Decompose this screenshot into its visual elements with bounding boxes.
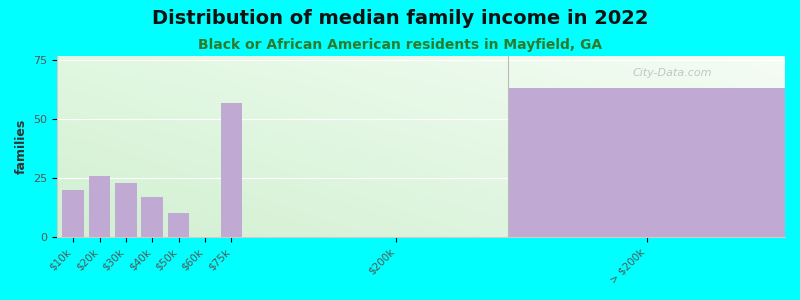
Bar: [168, 213, 190, 237]
Bar: [89, 176, 110, 237]
Bar: [221, 103, 242, 237]
Bar: [168, 213, 190, 237]
Bar: [508, 88, 785, 237]
Bar: [115, 183, 137, 237]
Bar: [508, 88, 785, 237]
Bar: [62, 190, 84, 237]
Bar: [142, 197, 163, 237]
Text: City-Data.com: City-Data.com: [632, 68, 712, 78]
Text: Distribution of median family income in 2022: Distribution of median family income in …: [152, 9, 648, 28]
Bar: [221, 103, 242, 237]
Bar: [115, 183, 137, 237]
Y-axis label: families: families: [15, 118, 28, 174]
Bar: [89, 176, 110, 237]
Bar: [62, 190, 84, 237]
Bar: [142, 197, 163, 237]
Text: Black or African American residents in Mayfield, GA: Black or African American residents in M…: [198, 38, 602, 52]
